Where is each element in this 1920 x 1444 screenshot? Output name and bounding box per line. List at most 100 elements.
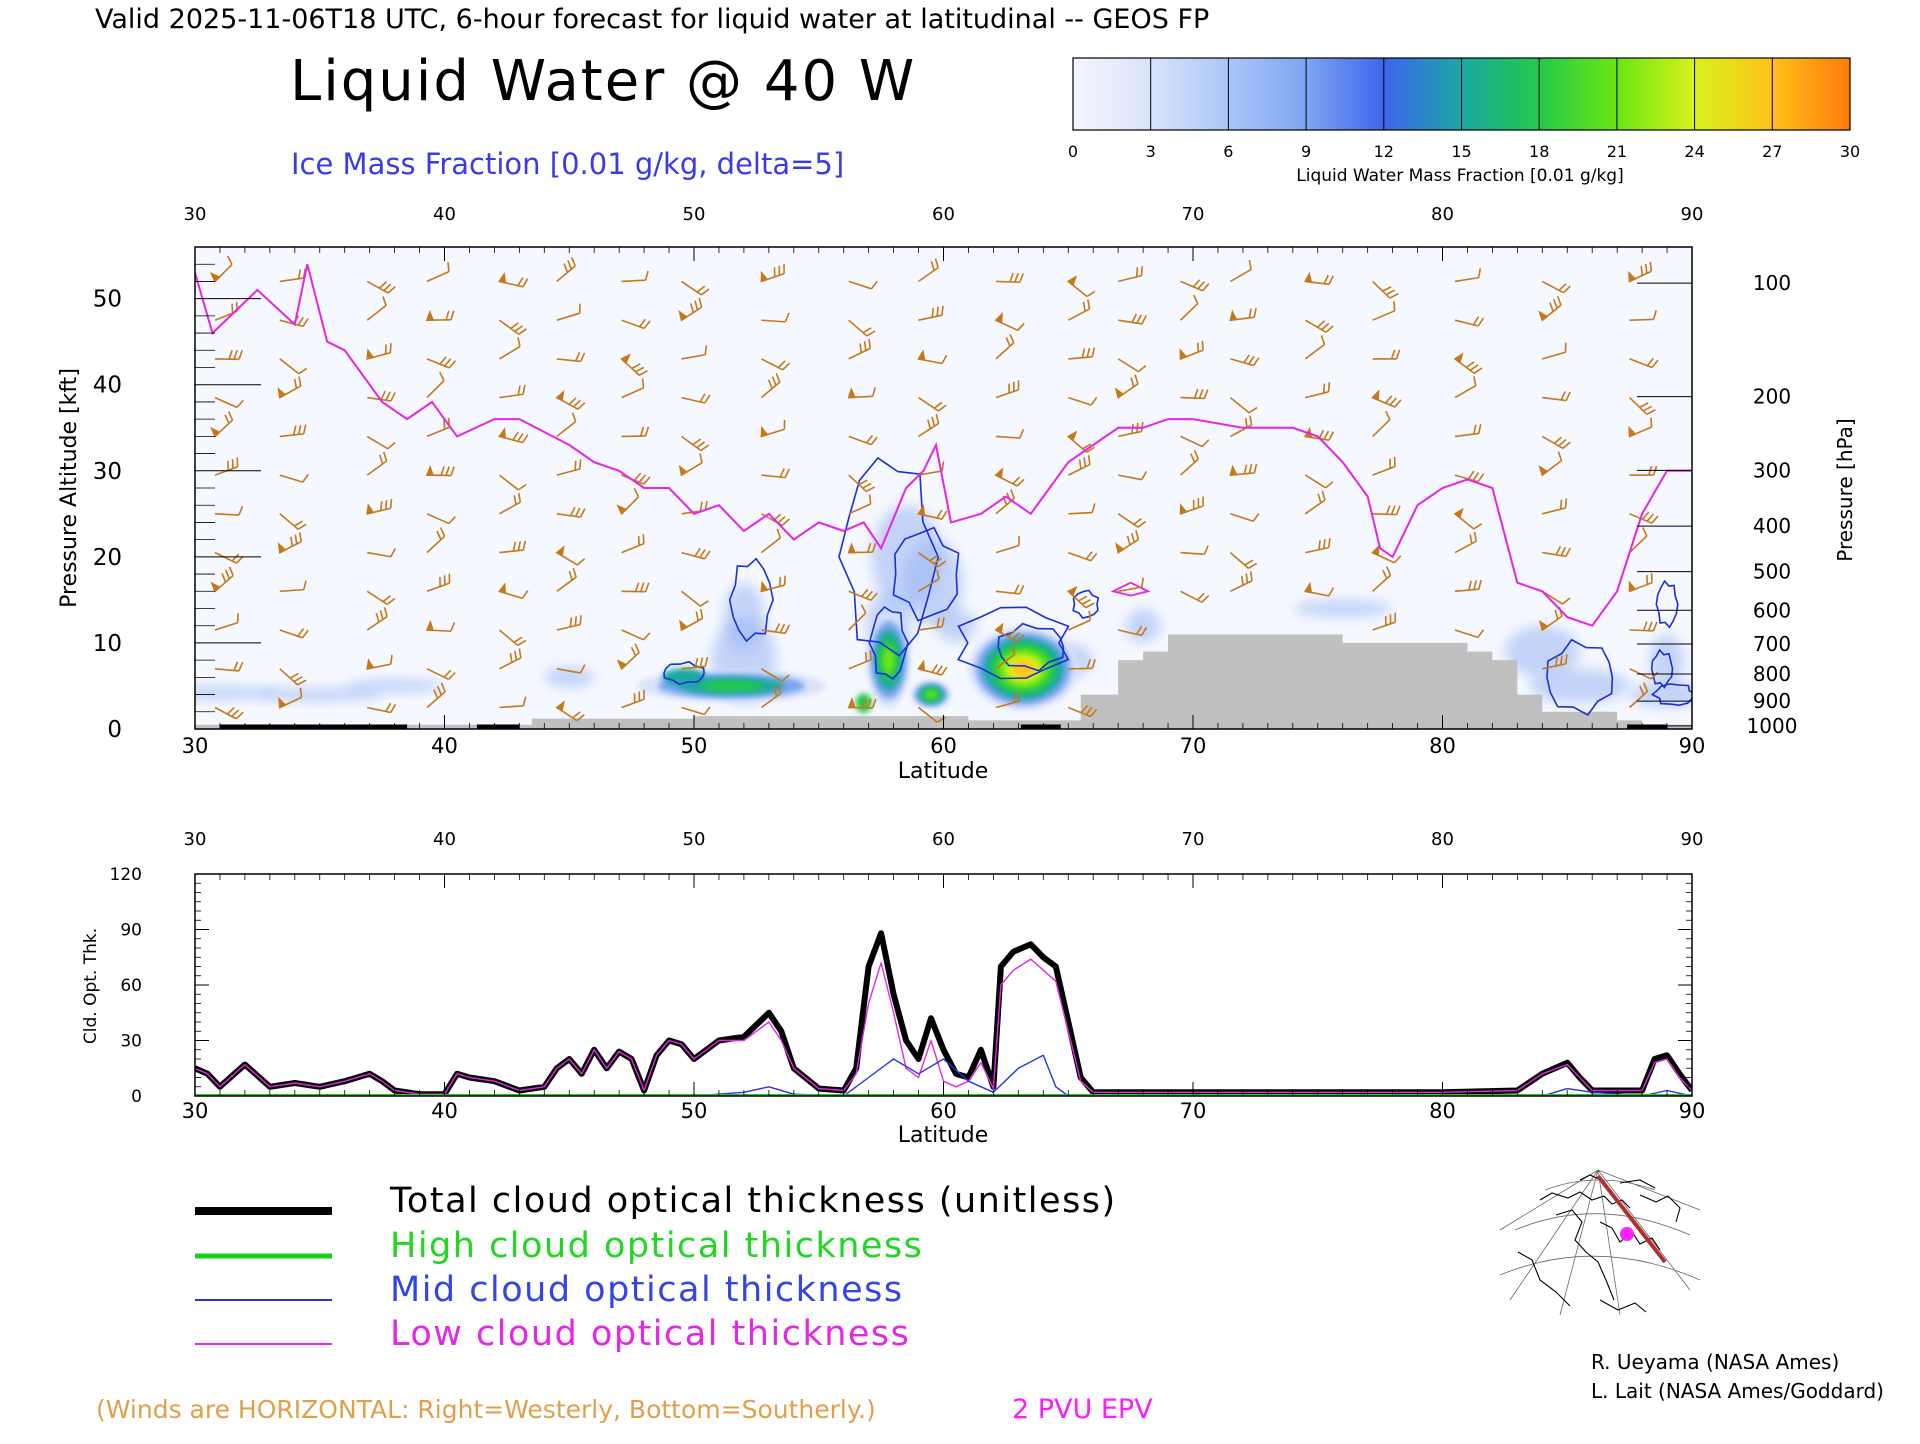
bottom-plot-background — [195, 874, 1692, 1096]
colorbar-tick-label: 3 — [1146, 142, 1156, 161]
y-tick-label: 20 — [93, 545, 122, 571]
colorbar-tick-label: 12 — [1374, 142, 1394, 161]
y-tick-label: 40 — [93, 373, 122, 399]
credit-ueyama: R. Ueyama (NASA Ames) — [1591, 1350, 1839, 1374]
legend-high-label: High cloud optical thickness — [390, 1226, 923, 1266]
cross-section-panel: 3030404050506060707080809090010203040501… — [57, 204, 1857, 784]
colorbar-tick-label: 24 — [1684, 142, 1704, 161]
bottom-x-tick-label: 70 — [1180, 1099, 1207, 1123]
wind-barb-shaft — [1181, 398, 1205, 399]
location-marker — [1620, 1227, 1634, 1241]
liquid-water-haze — [724, 583, 764, 652]
x-tick-label-top: 60 — [932, 204, 955, 225]
x-tick-label-top: 70 — [1182, 204, 1205, 225]
x-tick-label: 40 — [431, 734, 458, 758]
y-tick-label: 50 — [93, 287, 122, 313]
colorbar-tick-label: 27 — [1762, 142, 1782, 161]
pressure-tick-label: 800 — [1753, 662, 1791, 686]
x-tick-label-top: 50 — [683, 204, 706, 225]
pressure-tick-label: 200 — [1753, 385, 1791, 409]
bottom-y-tick-label: 30 — [120, 1032, 142, 1052]
colorbar-swatches — [1073, 58, 1850, 130]
colorbar: 0 3 6 9 12 15 18 21 24 27 30 Liquid Water Mass Fra… — [1068, 58, 1860, 186]
optical-thickness-panel: 30 30 40 40 50 50 60 60 70 70 80 80 90 90 0 30 60 90 120 L… — [81, 829, 1705, 1148]
epv-label: 2 PVU EPV — [1012, 1394, 1153, 1425]
top-xlabel: Latitude — [898, 759, 989, 784]
top-ylabel: Pressure Altitude [kft] — [57, 368, 82, 608]
legend-mid-label: Mid cloud optical thickness — [390, 1270, 904, 1310]
top-ylabel-right: Pressure [hPa] — [1833, 418, 1857, 561]
y-tick-label: 0 — [107, 717, 122, 743]
bottom-y-tick-label: 60 — [120, 976, 142, 996]
bottom-x-tick-label-top: 50 — [683, 829, 706, 850]
pressure-tick-label: 1000 — [1747, 714, 1798, 738]
legend: Total cloud optical thickness (unitless)… — [195, 1181, 1117, 1354]
liquid-water-haze — [1126, 609, 1161, 643]
bottom-x-tick-label-top: 90 — [1681, 829, 1704, 850]
liquid-water-haze — [345, 679, 445, 693]
credit-lait: L. Lait (NASA Ames/Goddard) — [1591, 1379, 1884, 1403]
winds-note: (Winds are HORIZONTAL: Right=Westerly, B… — [96, 1395, 876, 1424]
y-tick-label: 30 — [93, 459, 122, 485]
liquid-water-blob — [700, 681, 763, 692]
colorbar-ticks: 0 3 6 9 12 15 18 21 24 27 30 — [1068, 142, 1860, 161]
x-tick-label: 70 — [1180, 734, 1207, 758]
colorbar-tick-label: 18 — [1529, 142, 1549, 161]
x-tick-label: 60 — [930, 734, 957, 758]
bottom-x-tick-label-top: 80 — [1431, 829, 1454, 850]
bottom-x-tick-label: 60 — [930, 1099, 957, 1123]
bottom-x-tick-label: 90 — [1679, 1099, 1706, 1123]
bottom-xlabel: Latitude — [898, 1123, 989, 1148]
pressure-tick-label: 100 — [1753, 271, 1791, 295]
liquid-water-haze — [1530, 669, 1630, 703]
bottom-ylabel: Cld. Opt. Thk. — [81, 928, 101, 1044]
liquid-water-haze — [1650, 634, 1685, 686]
bottom-x-tick-label: 40 — [431, 1099, 458, 1123]
wind-barb-shaft — [1373, 514, 1397, 515]
liquid-water-blob — [926, 691, 937, 699]
x-tick-label-top: 30 — [184, 204, 207, 225]
x-tick-label: 80 — [1429, 734, 1456, 758]
wind-barb-shaft — [996, 281, 1020, 282]
liquid-water-haze — [1293, 600, 1393, 617]
main-title: Liquid Water @ 40 W — [290, 49, 916, 114]
bottom-x-tick-label: 50 — [681, 1099, 708, 1123]
bottom-y-tick-label: 0 — [131, 1087, 142, 1107]
legend-low-label: Low cloud optical thickness — [390, 1314, 910, 1354]
x-tick-label: 30 — [182, 734, 209, 758]
colorbar-label: Liquid Water Mass Fraction [0.01 g/kg] — [1296, 166, 1623, 186]
bottom-y-tick-label: 90 — [120, 921, 142, 941]
valid-line: Valid 2025-11-06T18 UTC, 6-hour forecast… — [95, 4, 1209, 35]
pressure-tick-label: 900 — [1753, 689, 1791, 713]
x-tick-label-top: 80 — [1431, 204, 1454, 225]
x-tick-label: 50 — [681, 734, 708, 758]
bottom-x-tick-label-top: 40 — [433, 829, 456, 850]
pressure-tick-label: 500 — [1753, 560, 1791, 584]
y-tick-label: 10 — [93, 631, 122, 657]
colorbar-tick-label: 30 — [1840, 142, 1860, 161]
wind-barb-shaft — [1630, 319, 1654, 320]
subtitle: Ice Mass Fraction [0.01 g/kg, delta=5] — [291, 147, 844, 181]
liquid-water-haze — [544, 667, 594, 688]
bottom-x-tick-label-top: 70 — [1182, 829, 1205, 850]
bottom-x-tick-label: 80 — [1429, 1099, 1456, 1123]
bottom-x-tick-label-top: 60 — [932, 829, 955, 850]
x-tick-label-top: 90 — [1681, 204, 1704, 225]
pressure-tick-label: 300 — [1753, 458, 1791, 482]
wind-barb-shaft — [1630, 630, 1654, 631]
colorbar-tick-label: 21 — [1607, 142, 1627, 161]
bottom-y-tick-label: 120 — [110, 865, 142, 885]
colorbar-tick-label: 9 — [1301, 142, 1311, 161]
bottom-x-tick-label-top: 30 — [184, 829, 207, 850]
colorbar-tick-label: 15 — [1451, 142, 1471, 161]
pressure-tick-label: 700 — [1753, 632, 1791, 656]
x-tick-label-top: 40 — [433, 204, 456, 225]
colorbar-tick-label: 6 — [1223, 142, 1233, 161]
bottom-x-tick-label: 30 — [182, 1099, 209, 1123]
pressure-tick-label: 600 — [1753, 598, 1791, 622]
legend-total-label: Total cloud optical thickness (unitless) — [389, 1181, 1117, 1221]
x-tick-label: 90 — [1679, 734, 1706, 758]
colorbar-tick-label: 0 — [1068, 142, 1078, 161]
pressure-tick-label: 400 — [1753, 514, 1791, 538]
